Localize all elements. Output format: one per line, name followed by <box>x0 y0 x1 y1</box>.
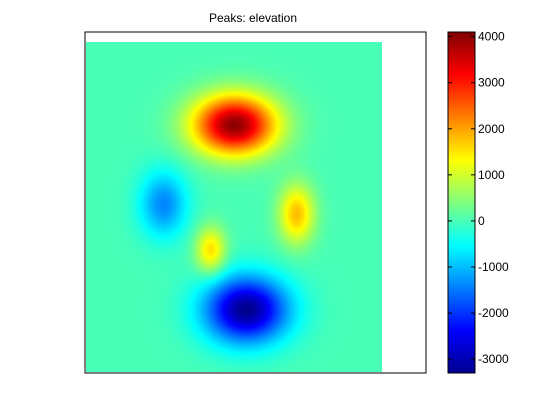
chart-title: Peaks: elevation <box>209 11 297 25</box>
heatmap-image-holder <box>86 42 382 372</box>
colorbar-tick-label: -3000 <box>478 352 509 366</box>
plot-frame <box>84 31 427 374</box>
colorbar-tick-label: 2000 <box>478 122 505 136</box>
colorbar-ticks: 4000 3000 2000 1000 0 -1000 -2000 -3000 <box>448 30 509 366</box>
colorbar-tick-label: 0 <box>478 214 485 228</box>
colorbar-tick-label: 3000 <box>478 76 505 90</box>
colorbar-tick-label: 4000 <box>478 30 505 44</box>
colorbar <box>447 31 476 374</box>
colorbar-tick-label: -2000 <box>478 306 509 320</box>
heatmap-canvas <box>86 42 382 372</box>
colorbar-tick-label: -1000 <box>478 260 509 274</box>
colorbar-tick-label: 1000 <box>478 168 505 182</box>
